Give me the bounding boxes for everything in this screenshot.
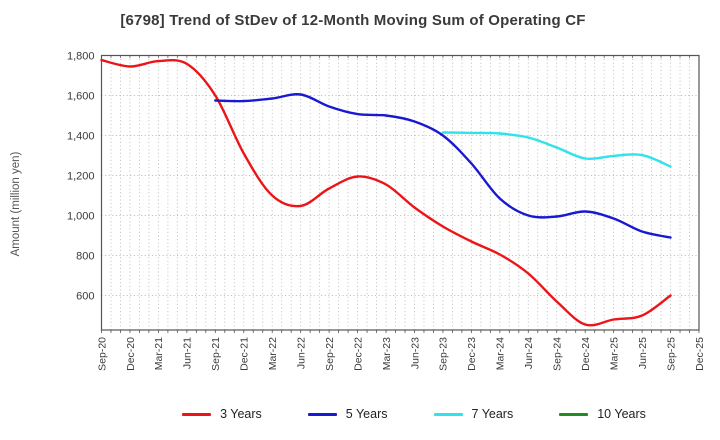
x-tick-label: Dec-23	[466, 337, 478, 371]
x-tick-label: Dec-24	[580, 337, 592, 371]
x-tick-label: Sep-20	[96, 337, 108, 371]
legend-swatch-5-years	[307, 412, 337, 416]
x-tick-label: Dec-25	[694, 337, 706, 371]
legend: 3 Years 5 Years 7 Years 10 Years	[54, 407, 720, 421]
plot-border	[100, 54, 700, 331]
x-tick-label: Mar-21	[153, 337, 165, 370]
legend-swatch-7-years	[433, 412, 463, 416]
x-tick-label: Jun-24	[523, 337, 535, 369]
series-line-7-years	[441, 131, 672, 168]
legend-label-5-years: 5 Years	[345, 407, 388, 421]
legend-swatch-10-years	[559, 412, 589, 416]
y-tick-label: 1,600	[67, 90, 95, 102]
x-tick-label: Mar-24	[495, 337, 507, 370]
x-tick-label: Sep-21	[210, 337, 222, 371]
x-tick-label: Jun-22	[295, 337, 307, 369]
x-tick-label: Sep-25	[665, 337, 677, 371]
x-tick-label: Dec-20	[125, 337, 137, 371]
x-tick-label: Jun-23	[409, 337, 421, 369]
legend-label-7-years: 7 Years	[471, 407, 514, 421]
legend-item-10-years: 10 Years	[559, 407, 646, 421]
legend-swatch-3-years	[182, 412, 212, 416]
x-tick-label: Dec-21	[239, 337, 251, 371]
legend-item-3-years: 3 Years	[182, 407, 262, 421]
x-tick-label: Mar-25	[608, 337, 620, 370]
y-tick-label: 1,200	[67, 170, 95, 182]
legend-label-10-years: 10 Years	[597, 407, 646, 421]
legend-item-7-years: 7 Years	[433, 407, 514, 421]
x-tick-label: Mar-22	[267, 337, 279, 370]
x-tick-label: Sep-23	[438, 337, 450, 371]
x-tick-label: Jun-25	[637, 337, 649, 369]
y-tick-label: 1,000	[67, 210, 95, 222]
y-tick-label: 600	[76, 290, 94, 302]
legend-item-5-years: 5 Years	[307, 407, 388, 421]
x-tick-label: Sep-24	[552, 337, 564, 371]
y-tick-label: 1,800	[67, 50, 95, 62]
series-line-3-years	[100, 58, 672, 327]
legend-label-3-years: 3 Years	[220, 407, 262, 421]
y-tick-label: 800	[76, 250, 94, 262]
series-line-5-years	[214, 93, 672, 239]
chart-title: [6798] Trend of StDev of 12-Month Moving…	[120, 12, 586, 29]
x-tick-label: Sep-22	[324, 337, 336, 371]
y-tick-label: 1,400	[67, 130, 95, 142]
x-tick-label: Dec-22	[352, 337, 364, 371]
x-tick-label: Jun-21	[182, 337, 194, 369]
x-tick-label: Mar-23	[381, 337, 393, 370]
